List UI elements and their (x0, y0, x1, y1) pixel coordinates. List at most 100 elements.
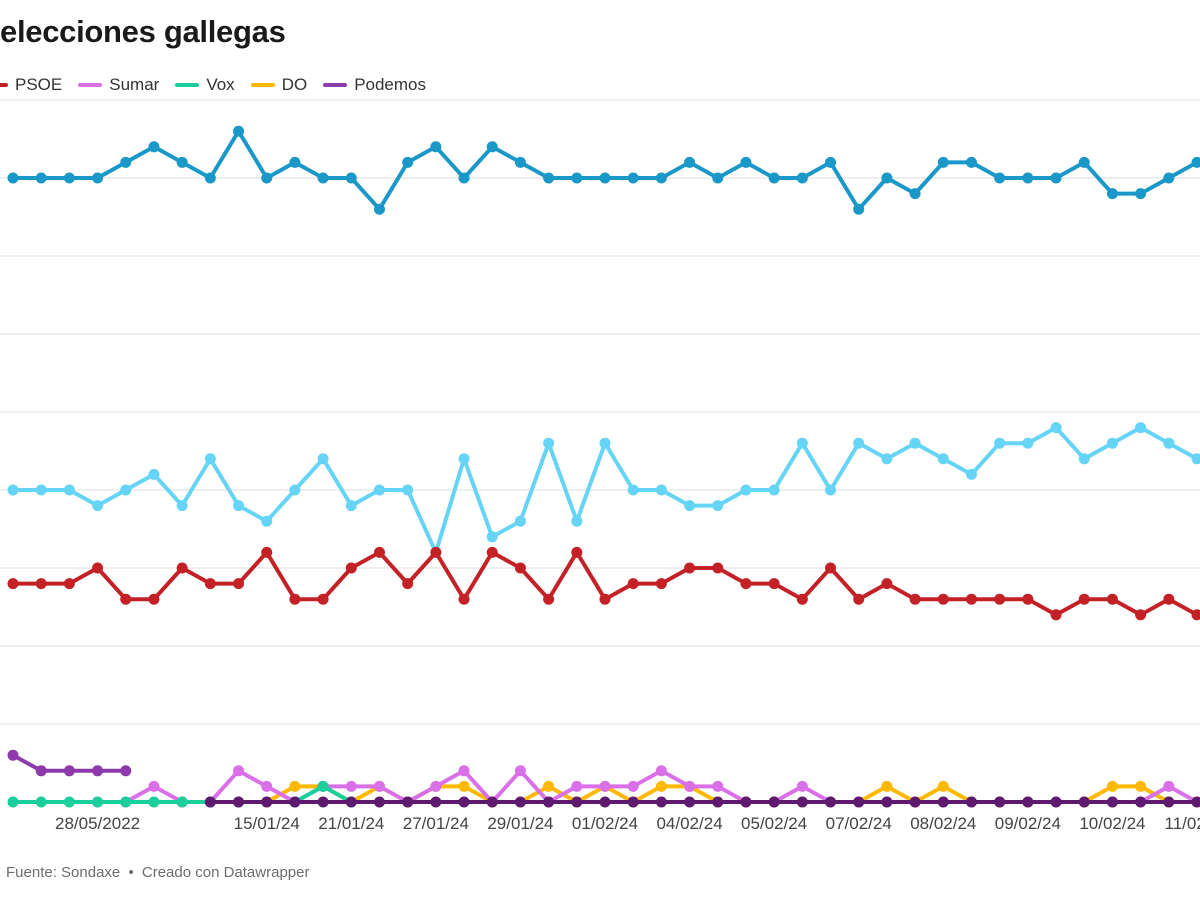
point-bng (853, 437, 865, 449)
x-tick-label: 15/01/24 (234, 814, 300, 833)
point-psoe (233, 578, 245, 590)
legend-item-do: DO (250, 75, 307, 95)
point-do (543, 780, 555, 792)
point-podemos (486, 796, 498, 808)
x-tick-label: 01/02/24 (572, 814, 638, 833)
point-pp (345, 172, 357, 184)
point-bng (486, 531, 498, 543)
point-podemos (825, 796, 837, 808)
legend-swatch-podemos (323, 83, 348, 87)
point-psoe (684, 562, 696, 574)
point-pp (796, 172, 808, 184)
point-sumar (233, 765, 245, 777)
point-psoe (1106, 593, 1118, 605)
point-do (458, 780, 470, 792)
point-podemos (543, 796, 555, 808)
point-psoe (92, 562, 104, 574)
point-podemos (1163, 796, 1175, 808)
point-psoe (458, 593, 470, 605)
point-pp (317, 172, 329, 184)
point-podemos (514, 796, 526, 808)
legend: PSOE Sumar Vox DO Podemos (0, 72, 442, 98)
point-bng (373, 484, 385, 496)
point-psoe (994, 593, 1006, 605)
legend-swatch-sumar (78, 83, 103, 87)
point-podemos-2022 (92, 765, 104, 777)
point-pp (486, 141, 498, 153)
point-bng (965, 468, 977, 480)
point-pp (571, 172, 583, 184)
point-psoe (1078, 593, 1090, 605)
point-bng (1022, 437, 1034, 449)
line-psoe (11, 550, 1199, 617)
point-sumar (430, 780, 442, 792)
point-psoe (853, 593, 865, 605)
point-vox (63, 796, 75, 808)
point-podemos-2022 (63, 765, 75, 777)
point-sumar (655, 765, 667, 777)
point-psoe (796, 593, 808, 605)
point-podemos (1106, 796, 1118, 808)
x-tick-label: 09/02/24 (995, 814, 1061, 833)
point-podemos (289, 796, 301, 808)
point-sumar (1163, 780, 1175, 792)
point-pp (655, 172, 667, 184)
legend-swatch-do (250, 83, 275, 87)
point-bng (514, 515, 526, 527)
point-pp (148, 141, 160, 153)
x-axis-tick-labels: 28/05/2022 15/01/24 21/01/24 27/01/24 29/01/… (55, 814, 1200, 833)
point-pp (1135, 188, 1147, 200)
point-sumar (684, 780, 696, 792)
point-podemos (233, 796, 245, 808)
point-bng (176, 500, 188, 512)
point-pp (965, 156, 977, 168)
point-podemos (1050, 796, 1062, 808)
point-do (289, 780, 301, 792)
point-podemos (204, 796, 216, 808)
point-podemos (599, 796, 611, 808)
point-bng (120, 484, 132, 496)
series-podemos-2022 (7, 749, 132, 777)
point-podemos-2022 (120, 765, 132, 777)
legend-item-podemos: Podemos (323, 75, 426, 95)
point-bng (543, 437, 555, 449)
point-podemos (1191, 796, 1200, 808)
x-tick-label: 04/02/24 (656, 814, 722, 833)
point-podemos (937, 796, 949, 808)
point-psoe (486, 546, 498, 558)
point-vox (120, 796, 132, 808)
series-pp (7, 125, 1200, 215)
point-podemos (1135, 796, 1147, 808)
point-psoe (7, 578, 19, 590)
point-do (1135, 780, 1147, 792)
point-bng (63, 484, 75, 496)
point-pp (373, 203, 385, 215)
point-pp (261, 172, 273, 184)
point-bng (655, 484, 667, 496)
point-psoe (543, 593, 555, 605)
point-pp (233, 125, 245, 137)
point-sumar (571, 780, 583, 792)
source-note: Fuente: Sondaxe • Creado con Datawrapper (6, 864, 309, 881)
point-podemos (994, 796, 1006, 808)
point-sumar (712, 780, 724, 792)
x-tick-label: 10/02/24 (1079, 814, 1145, 833)
point-bng (1106, 437, 1118, 449)
point-psoe (120, 593, 132, 605)
point-podemos (796, 796, 808, 808)
series-bng (7, 422, 1200, 558)
point-sumar (148, 780, 160, 792)
point-pp (1022, 172, 1034, 184)
point-psoe (317, 593, 329, 605)
point-psoe (63, 578, 75, 590)
point-bng (740, 484, 752, 496)
point-podemos (627, 796, 639, 808)
point-psoe (1191, 609, 1200, 621)
point-psoe (289, 593, 301, 605)
point-bng (261, 515, 273, 527)
point-podemos (684, 796, 696, 808)
point-pp (768, 172, 780, 184)
point-sumar (514, 765, 526, 777)
point-bng (345, 500, 357, 512)
point-sumar (796, 780, 808, 792)
